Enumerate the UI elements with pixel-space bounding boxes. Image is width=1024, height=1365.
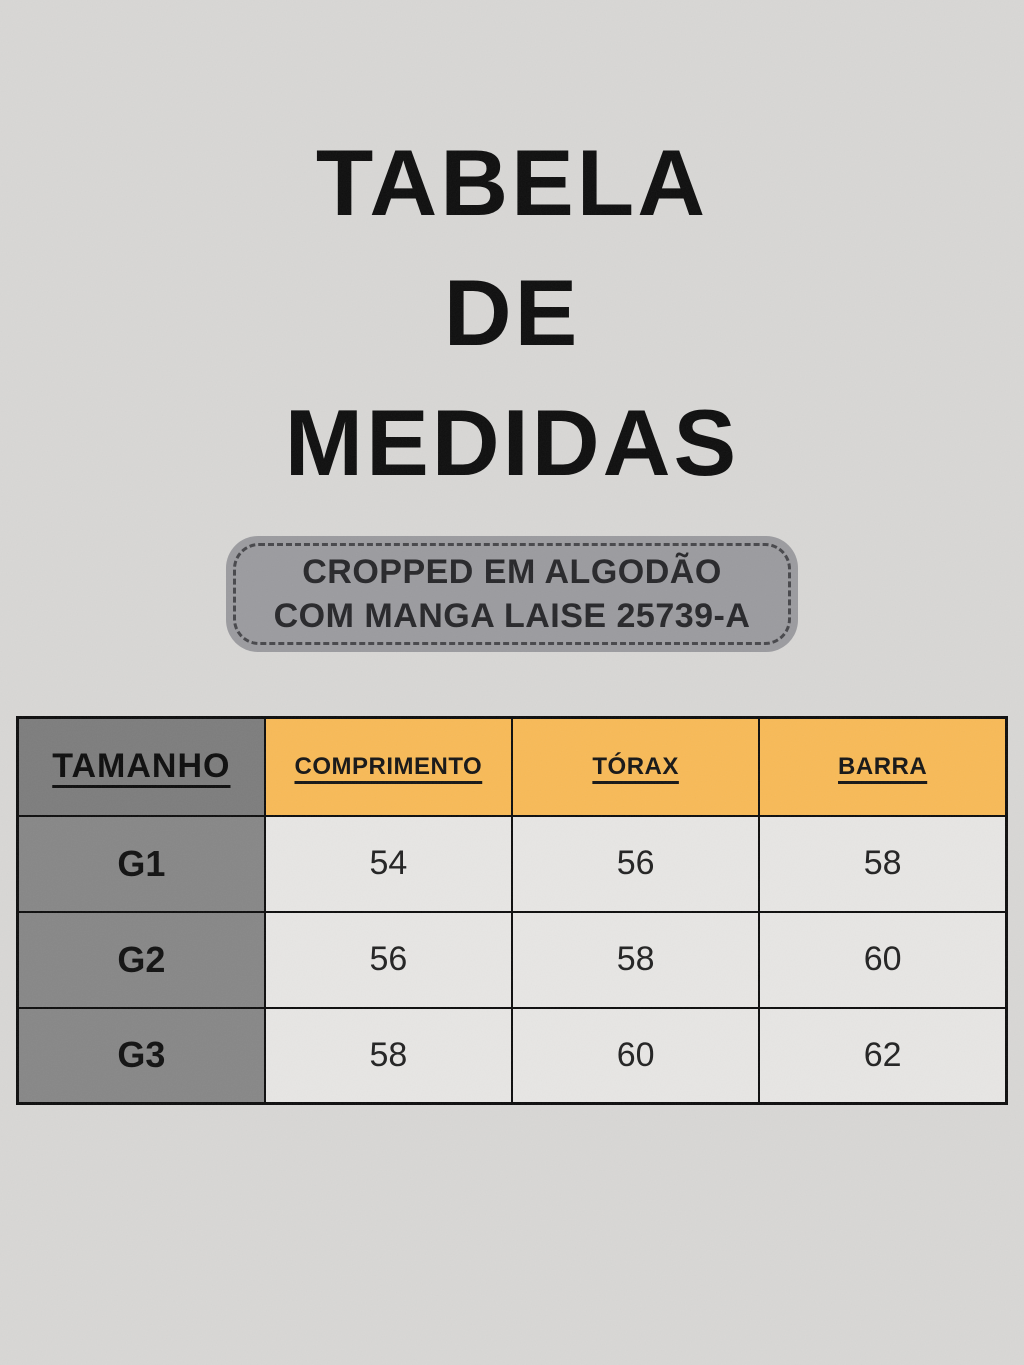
page-title: TABELA DE MEDIDAS	[0, 0, 1024, 508]
table-header-row: TAMANHO COMPRIMENTO TÓRAX BARRA	[16, 716, 1008, 817]
g2-torax-value: 58	[510, 910, 761, 1009]
g1-barra-value: 58	[758, 814, 1008, 913]
g2-barra-value: 60	[758, 910, 1008, 1009]
title-line-1: TABELA	[315, 130, 709, 235]
size-label-g2: G2	[16, 910, 266, 1009]
column-header-comprimento: COMPRIMENTO	[263, 716, 514, 817]
product-description-line-2: COM MANGA LAISE 25739-A	[273, 597, 751, 635]
table-row: G2 56 58 60	[16, 910, 1008, 1009]
title-line-3: MEDIDAS	[284, 390, 740, 495]
size-label-g3: G3	[16, 1006, 266, 1105]
table-row: G3 58 60 62	[16, 1006, 1008, 1105]
title-line-2: DE	[443, 260, 581, 365]
g3-torax-value: 60	[510, 1006, 761, 1105]
g2-comprimento-value: 56	[263, 910, 514, 1009]
table-row: G1 54 56 58	[16, 814, 1008, 913]
column-header-barra: BARRA	[758, 716, 1008, 817]
g1-comprimento-value: 54	[263, 814, 514, 913]
column-header-torax: TÓRAX	[510, 716, 761, 817]
g3-comprimento-value: 58	[263, 1006, 514, 1105]
size-chart-graphic: TABELA DE MEDIDAS CROPPED EM ALGODÃO COM…	[0, 0, 1024, 1105]
g1-torax-value: 56	[510, 814, 761, 913]
product-description-badge: CROPPED EM ALGODÃO COM MANGA LAISE 25739…	[226, 536, 798, 652]
measurements-table: TAMANHO COMPRIMENTO TÓRAX BARRA G1 54 56…	[16, 716, 1008, 1105]
size-label-g1: G1	[16, 814, 266, 913]
column-header-tamanho: TAMANHO	[16, 716, 266, 817]
g3-barra-value: 62	[758, 1006, 1008, 1105]
product-description-line-1: CROPPED EM ALGODÃO	[302, 553, 722, 591]
